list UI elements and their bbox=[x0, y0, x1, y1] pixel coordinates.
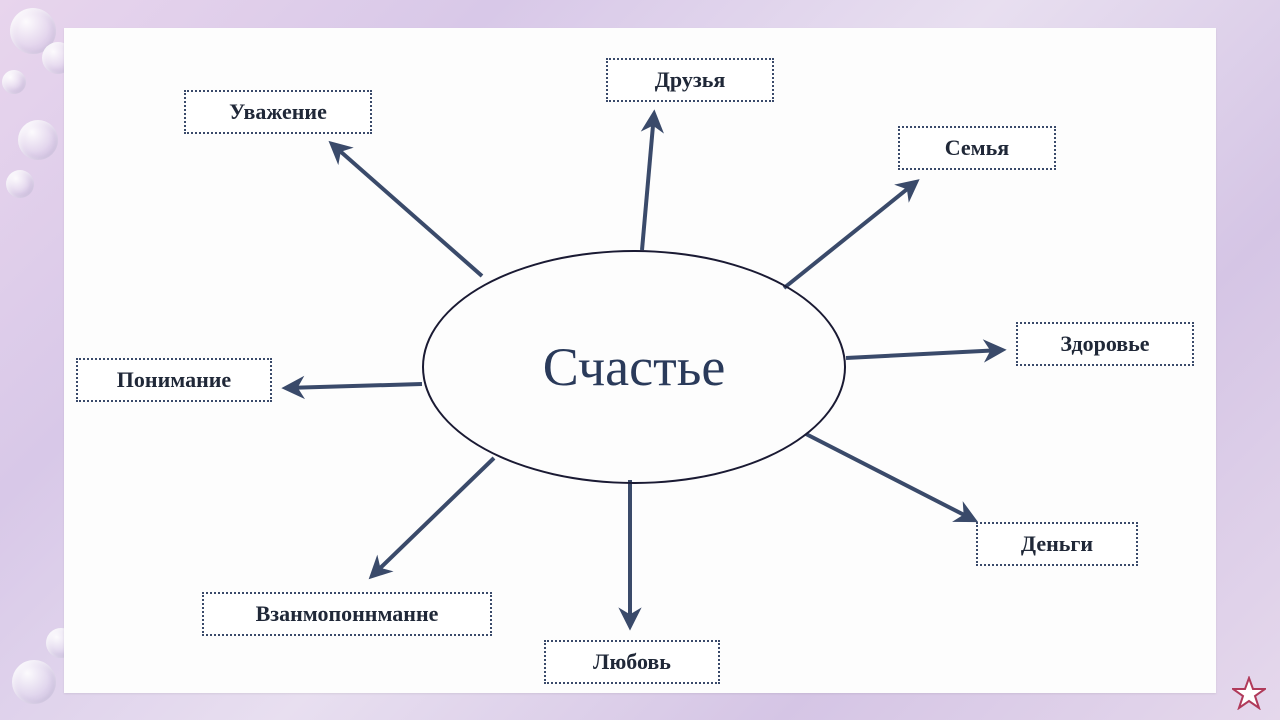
arrow-friends bbox=[642, 114, 654, 250]
bg-bubble bbox=[12, 660, 56, 704]
node-label-friends: Друзья bbox=[655, 67, 725, 93]
node-label-mutual: Взанмопоннманне bbox=[256, 601, 439, 627]
center-label: Счастье bbox=[543, 336, 726, 398]
node-health: Здоровье bbox=[1016, 322, 1194, 366]
node-label-money: Деньги bbox=[1021, 531, 1093, 557]
node-label-family: Семья bbox=[945, 135, 1009, 161]
bg-bubble bbox=[2, 70, 26, 94]
node-love: Любовь bbox=[544, 640, 720, 684]
arrow-understanding bbox=[286, 384, 422, 388]
node-friends: Друзья bbox=[606, 58, 774, 102]
node-label-respect: Уважение bbox=[229, 99, 327, 125]
node-respect: Уважение bbox=[184, 90, 372, 134]
arrow-family bbox=[784, 182, 916, 288]
bg-bubble bbox=[6, 170, 34, 198]
center-node: Счастье bbox=[422, 250, 846, 484]
node-understanding: Понимание bbox=[76, 358, 272, 402]
node-label-understanding: Понимание bbox=[117, 367, 231, 393]
node-label-love: Любовь bbox=[593, 649, 671, 675]
node-family: Семья bbox=[898, 126, 1056, 170]
node-mutual: Взанмопоннманне bbox=[202, 592, 492, 636]
arrow-money bbox=[806, 434, 974, 520]
star-icon bbox=[1232, 676, 1266, 710]
diagram-panel: Счастье Друзья Уважение Семья Здоровье Поним… bbox=[64, 28, 1216, 693]
node-label-health: Здоровье bbox=[1060, 331, 1149, 357]
arrow-health bbox=[846, 350, 1002, 358]
arrow-mutual bbox=[372, 458, 494, 576]
arrow-respect bbox=[332, 144, 482, 276]
node-money: Деньги bbox=[976, 522, 1138, 566]
bg-bubble bbox=[18, 120, 58, 160]
